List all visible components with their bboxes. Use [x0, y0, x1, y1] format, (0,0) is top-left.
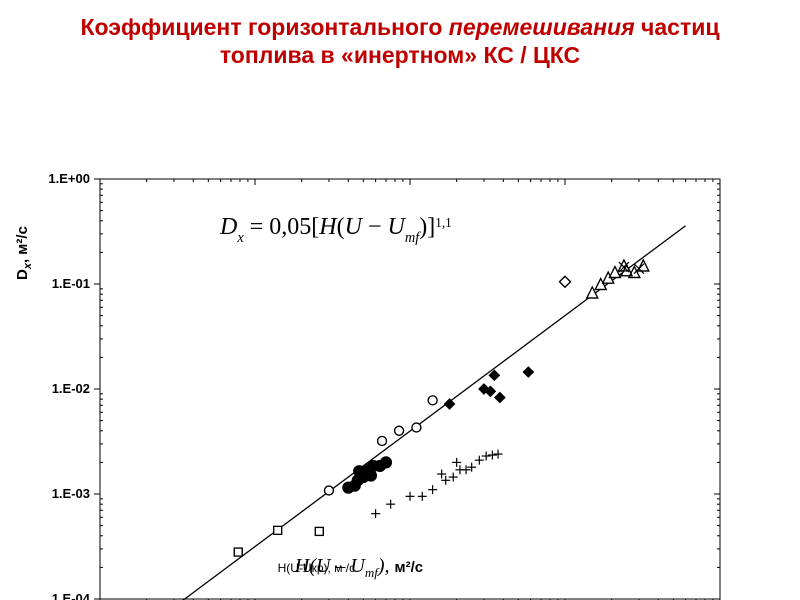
- x-axis-overlay: H(U-Uкр), м /с: [278, 561, 356, 575]
- title-text-1: Коэффициент горизонтального: [80, 14, 448, 40]
- svg-text:1.E-04: 1.E-04: [52, 591, 91, 600]
- svg-text:Dx = 0,05[H(U − Umf)]1,1: Dx = 0,05[H(U − Umf)]1,1: [219, 214, 452, 246]
- svg-text:1.E-02: 1.E-02: [52, 381, 90, 396]
- svg-text:1.E-01: 1.E-01: [52, 276, 90, 291]
- page-title: Коэффициент горизонтального перемешивани…: [40, 14, 760, 69]
- svg-text:1.E+00: 1.E+00: [48, 171, 90, 186]
- x-axis-label: H(U – Umf), м²/с H(U-Uкр), м /с: [0, 555, 800, 581]
- scatter-chart: 1.E-031.E-021.E-011.E+001.E+011.E-041.E-…: [0, 69, 800, 600]
- title-text-2: перемешивания: [449, 14, 635, 40]
- svg-text:1.E-03: 1.E-03: [52, 486, 90, 501]
- y-axis-label: Dx, м²/с: [14, 226, 34, 280]
